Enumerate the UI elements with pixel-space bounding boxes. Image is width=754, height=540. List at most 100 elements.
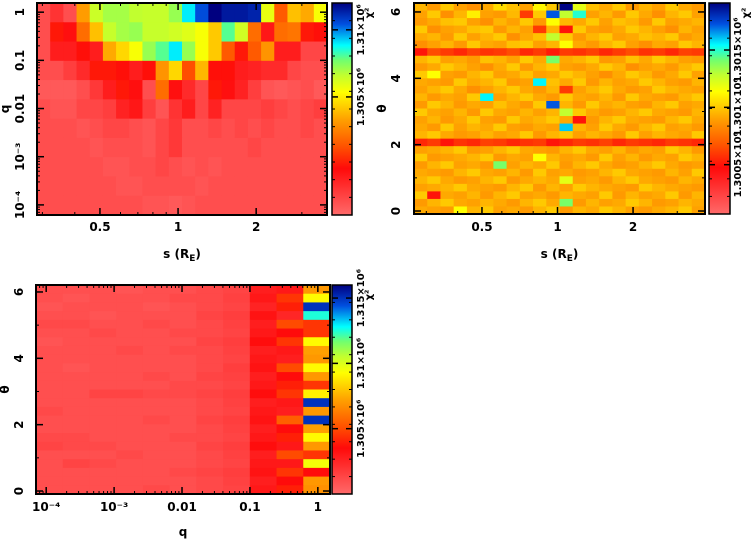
heatmap-cell (221, 41, 236, 62)
heatmap-cell (572, 100, 587, 110)
heatmap-cell (612, 176, 627, 185)
heatmap-cell (493, 93, 508, 102)
heatmap-cell (142, 195, 157, 216)
heatmap-cell (249, 450, 278, 460)
heatmap-cell (234, 176, 249, 197)
heatmap-cell (493, 40, 508, 49)
heatmap-cell (414, 116, 428, 125)
heatmap-cell (466, 55, 481, 64)
heatmap-cell (691, 183, 706, 192)
heatmap-cell (182, 176, 196, 197)
heatmap-cell (247, 80, 262, 100)
heatmap-cell (493, 176, 508, 185)
heatmap-cell (638, 138, 653, 147)
heatmap-cell (638, 183, 653, 192)
heatmap-cell (493, 48, 508, 57)
heatmap-cell (76, 60, 91, 81)
heatmap-cell (50, 60, 64, 81)
heatmap-cell (691, 153, 706, 162)
heatmap-cell (638, 116, 653, 125)
heatmap-cell (142, 345, 171, 356)
heatmap-cell (519, 108, 534, 117)
heatmap-cell (493, 198, 508, 208)
colorbar-label: χ² (741, 8, 752, 19)
heatmap-cell (142, 363, 171, 373)
heatmap-cell (665, 93, 680, 102)
x-tick-label: 1 (553, 220, 561, 234)
heatmap-cell (652, 138, 666, 147)
heatmap-cell (182, 80, 196, 100)
heatmap-cell (665, 168, 680, 177)
heatmap-cell (533, 108, 547, 117)
heatmap-cell (142, 311, 171, 321)
heatmap-cell (116, 424, 144, 434)
heatmap-cell (142, 354, 171, 364)
heatmap-cell (533, 198, 547, 208)
heatmap-cell (652, 168, 666, 177)
heatmap-cell (427, 3, 442, 12)
heatmap-cell (493, 78, 508, 87)
heatmap-cell (303, 354, 331, 364)
heatmap-cell (480, 70, 494, 79)
heatmap-cell (585, 78, 600, 87)
heatmap-cell (427, 123, 442, 132)
heatmap-cell (665, 153, 680, 162)
heatmap-cell (89, 441, 117, 452)
heatmap-cell (196, 406, 224, 417)
heatmap-cell (89, 345, 117, 356)
heatmap-cell (427, 138, 442, 147)
heatmap-cell (678, 168, 693, 177)
heatmap-cell (599, 116, 614, 125)
y-tick-label: 0 (389, 207, 403, 215)
heatmap-cell (196, 424, 224, 434)
heatmap-cell (585, 33, 600, 42)
heatmap-cell (300, 60, 315, 81)
heatmap-cell (116, 415, 144, 425)
heatmap-cell (599, 3, 614, 12)
heatmap-cell (691, 78, 706, 87)
heatmap-cell (533, 3, 547, 12)
heatmap-cell (37, 157, 51, 178)
x-tick-label: 0.1 (239, 500, 260, 514)
heatmap-cell (625, 10, 640, 19)
heatmap-cell (208, 176, 223, 197)
heatmap-cell (440, 191, 455, 200)
heatmap-cell (249, 424, 278, 434)
heatmap-cell (612, 55, 627, 64)
heatmap-cell (572, 70, 587, 79)
heatmap-cell (546, 48, 561, 57)
heatmap-cell (62, 328, 91, 338)
heatmap-cell (276, 406, 304, 417)
heatmap-cell (89, 137, 104, 158)
heatmap-cell (506, 93, 521, 102)
heatmap-cell (276, 450, 304, 460)
heatmap-cell (480, 78, 494, 87)
heatmap-cell (102, 176, 117, 197)
heatmap-cell (234, 80, 249, 100)
heatmap-cell (691, 198, 706, 208)
heatmap-cell (612, 100, 627, 110)
heatmap-cell (303, 389, 331, 399)
heatmap-cell (313, 99, 328, 120)
heatmap-cell (37, 176, 51, 197)
heatmap-cell (638, 48, 653, 57)
heatmap-cell (665, 85, 680, 95)
heatmap-cell (466, 176, 481, 185)
plot-frame (413, 2, 706, 215)
heatmap-cell (453, 25, 468, 34)
heatmap-cell (313, 137, 328, 158)
heatmap-panel-3: 10⁻⁴ 10⁻³ 0.01 0.1 1 0 2 4 6 q θ 1.305×10⁶ 1.31×10⁶ 1… (0, 269, 375, 539)
heatmap-cell (36, 319, 64, 330)
heatmap-cell (519, 168, 534, 177)
heatmap-cell (249, 415, 278, 425)
heatmap-cell (249, 354, 278, 364)
heatmap-cell (62, 485, 91, 495)
heatmap-cell (62, 450, 91, 460)
heatmap-cell (599, 33, 614, 42)
heatmap-cell (169, 328, 197, 338)
heatmap-cell (585, 131, 600, 140)
heatmap-cell (493, 116, 508, 125)
heatmap-cell (276, 337, 304, 347)
heatmap-cell (678, 25, 693, 34)
heatmap-cell (169, 372, 197, 382)
